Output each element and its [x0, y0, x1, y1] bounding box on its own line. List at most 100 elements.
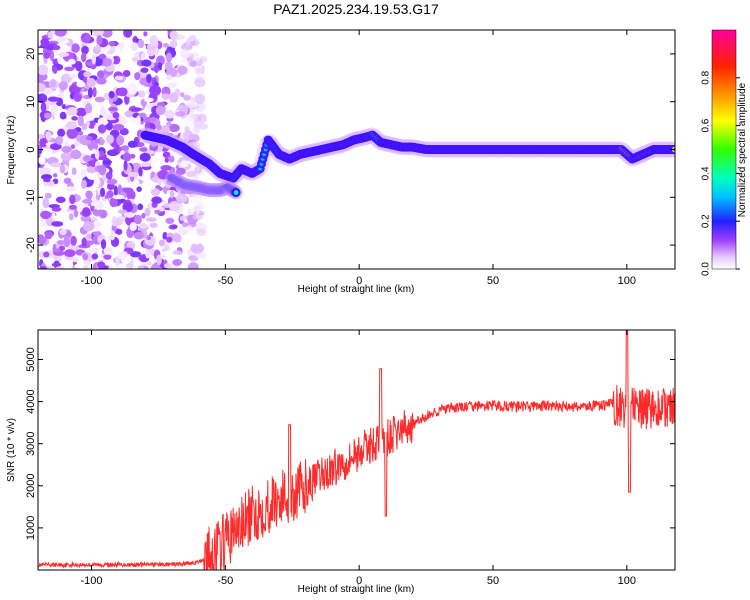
noise-speckle [81, 45, 89, 55]
noise-speckle [81, 179, 87, 189]
noise-speckle [55, 30, 67, 37]
noise-speckle [133, 231, 144, 240]
noise-speckle [42, 197, 50, 209]
noise-speckle [127, 140, 138, 148]
noise-speckle [185, 38, 190, 48]
noise-speckle [195, 67, 202, 76]
noise-speckle [73, 140, 82, 147]
y-tick-label: 3000 [25, 431, 37, 455]
snr-series-line [38, 330, 675, 570]
snr-y-axis: 1000 2000 3000 4000 5000 [25, 347, 675, 540]
noise-speckle [87, 87, 93, 99]
noise-speckle [159, 239, 165, 247]
noise-speckle [154, 209, 161, 214]
noise-speckle [177, 65, 188, 75]
noise-speckle [112, 194, 125, 200]
noise-speckle [38, 155, 46, 165]
noise-speckle [40, 38, 50, 48]
noise-speckle [189, 207, 196, 214]
noise-speckle [160, 251, 170, 256]
noise-speckle [156, 55, 165, 66]
noise-speckle [144, 97, 154, 103]
noise-speckle [174, 111, 186, 117]
colorbar-tick-label: 0.8 [701, 70, 712, 84]
noise-speckle [196, 228, 207, 237]
noise-speckle [197, 113, 207, 124]
noise-speckle [92, 220, 102, 229]
noise-speckle [98, 53, 106, 60]
noise-speckle [38, 235, 47, 245]
noise-speckle [155, 105, 165, 116]
noise-speckle [146, 261, 152, 266]
noise-speckle [195, 77, 205, 86]
noise-speckle [38, 93, 48, 104]
noise-speckle [175, 193, 188, 203]
noise-speckle [50, 104, 58, 116]
branch-core [233, 190, 239, 195]
noise-speckle [140, 162, 152, 167]
noise-speckle [180, 48, 189, 59]
noise-speckle [186, 170, 197, 178]
noise-speckle [94, 149, 100, 160]
noise-speckle [149, 140, 157, 148]
noise-speckle [80, 215, 91, 222]
noise-speckle [108, 41, 116, 47]
noise-speckle [39, 167, 51, 176]
noise-speckle [61, 135, 69, 142]
x-tick-label: -50 [217, 575, 233, 587]
noise-speckle [122, 202, 133, 213]
noise-speckle [75, 107, 87, 117]
noise-speckle [175, 167, 186, 175]
noise-speckle [119, 41, 125, 52]
noise-speckle [122, 70, 131, 77]
noise-speckle [161, 124, 170, 135]
noise-speckle [82, 264, 89, 269]
noise-speckle [85, 190, 93, 199]
noise-speckle [47, 31, 53, 39]
noise-speckle [181, 221, 188, 228]
noise-speckle [195, 205, 200, 216]
noise-speckle [123, 30, 133, 38]
noise-speckle [61, 104, 66, 110]
noise-speckle [163, 263, 172, 269]
noise-speckle [92, 231, 102, 236]
noise-speckle [51, 206, 62, 212]
y-tick-label: 4000 [25, 389, 37, 413]
noise-speckle [168, 123, 180, 133]
noise-speckle [52, 45, 61, 51]
noise-speckle [150, 188, 161, 196]
noise-speckle [137, 203, 144, 211]
colorbar: 0.0 0.2 0.4 0.6 0.8 Normalized spectral ampl… [701, 29, 748, 276]
noise-speckle [162, 43, 170, 48]
noise-speckle [61, 146, 73, 153]
noise-speckle [74, 263, 84, 269]
noise-speckle [75, 60, 83, 72]
noise-speckle [40, 210, 52, 220]
noise-speckle [72, 257, 79, 263]
noise-speckle [87, 120, 96, 129]
noise-speckle [39, 137, 48, 148]
noise-speckle [192, 56, 201, 62]
noise-speckle [92, 87, 97, 98]
noise-speckle [91, 253, 99, 260]
noise-speckle [71, 167, 77, 176]
noise-speckle [102, 159, 112, 165]
noise-speckle [57, 128, 66, 137]
noise-speckle [183, 94, 191, 101]
noise-speckle [166, 52, 173, 63]
noise-speckle [66, 127, 78, 139]
noise-speckle [180, 92, 185, 98]
noise-speckle [182, 130, 194, 142]
noise-speckle [94, 200, 104, 211]
y-tick-label: 20 [25, 48, 37, 60]
noise-speckle [77, 115, 84, 127]
noise-speckle [129, 222, 137, 232]
noise-speckle [52, 173, 58, 178]
noise-speckle [108, 96, 114, 104]
noise-speckle [57, 55, 65, 65]
noise-speckle [117, 184, 123, 195]
x-tick-label: -100 [81, 275, 103, 287]
noise-speckle [101, 57, 113, 67]
noise-speckle [67, 58, 76, 65]
noise-speckle [81, 123, 88, 131]
